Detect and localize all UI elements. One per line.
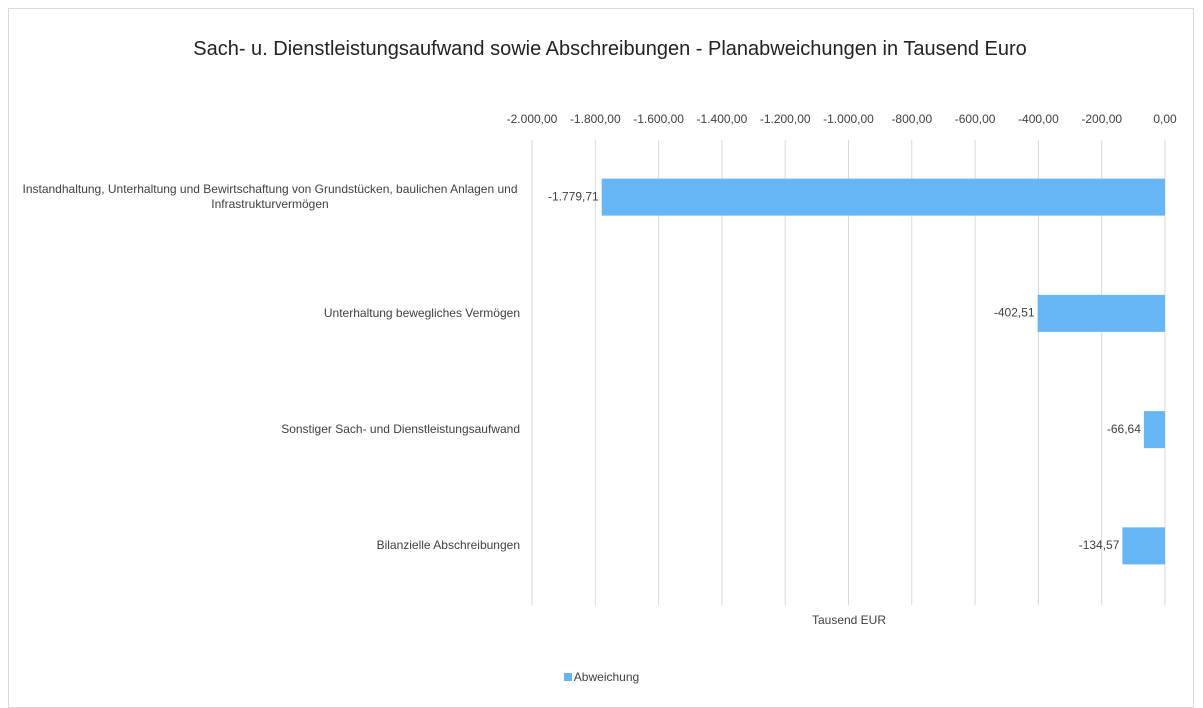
- x-tick-label: -1.600,00: [633, 112, 684, 126]
- x-tick-label: -600,00: [955, 112, 996, 126]
- x-tick-label: -1.200,00: [760, 112, 811, 126]
- x-tick-label: -1.800,00: [570, 112, 621, 126]
- x-tick-label: -200,00: [1081, 112, 1122, 126]
- data-label: -134,57: [1079, 538, 1120, 552]
- x-tick-label: -2.000,00: [507, 112, 558, 126]
- data-label: -66,64: [1107, 422, 1141, 436]
- x-tick-label: -800,00: [891, 112, 932, 126]
- y-tick-label-text: Bilanzielle Abschreibungen: [376, 538, 520, 553]
- y-tick-label: Sonstiger Sach- und Dienstleistungsaufwa…: [0, 422, 520, 437]
- y-tick-label: Instandhaltung, Unterhaltung und Bewirts…: [0, 182, 520, 212]
- y-tick-label-text: Sonstiger Sach- und Dienstleistungsaufwa…: [281, 422, 520, 437]
- bar: [1037, 294, 1165, 332]
- y-tick-label: Bilanzielle Abschreibungen: [0, 538, 520, 553]
- chart-title: Sach- u. Dienstleistungsaufwand sowie Ab…: [193, 38, 1027, 60]
- x-tick-label: 0,00: [1153, 112, 1177, 126]
- y-tick-label-text: Instandhaltung, Unterhaltung und Bewirts…: [22, 182, 518, 212]
- data-label: -402,51: [994, 306, 1035, 320]
- data-label: -1.779,71: [548, 189, 599, 203]
- legend: Abweichung: [0, 670, 1203, 684]
- bar: [1122, 527, 1165, 565]
- x-axis-label: Tausend EUR: [811, 613, 887, 627]
- bar: [1143, 411, 1165, 449]
- y-tick-label-text: Unterhaltung bewegliches Vermögen: [323, 305, 520, 320]
- legend-label: Abweichung: [573, 670, 640, 684]
- x-tick-label: -1.000,00: [823, 112, 874, 126]
- legend-swatch: [563, 673, 572, 681]
- y-tick-label: Unterhaltung bewegliches Vermögen: [0, 306, 520, 321]
- bar: [601, 178, 1165, 216]
- x-tick-label: -1.400,00: [697, 112, 748, 126]
- x-tick-label: -400,00: [1018, 112, 1059, 126]
